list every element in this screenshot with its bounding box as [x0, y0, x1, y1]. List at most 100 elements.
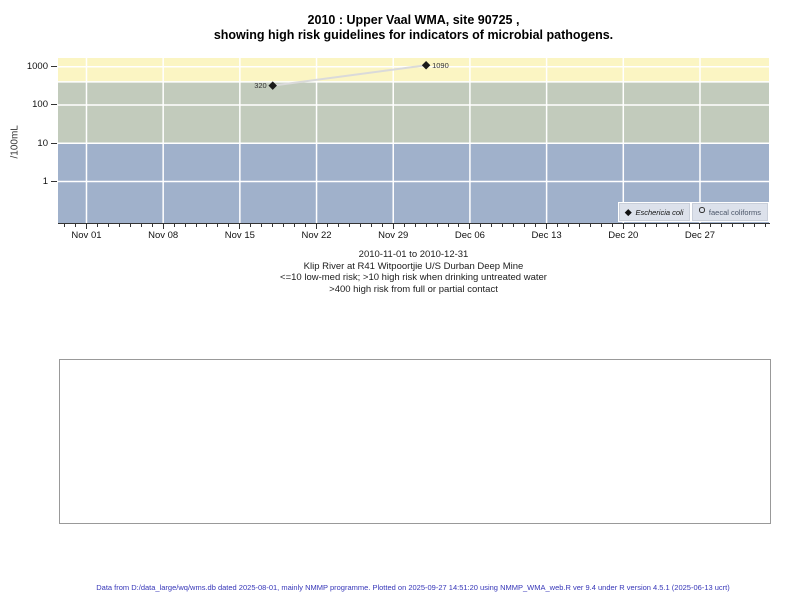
series-line	[272, 64, 427, 87]
x-major-tick	[85, 224, 87, 229]
x-axis-line	[58, 223, 770, 224]
x-minor-tick	[184, 224, 186, 227]
x-minor-tick	[250, 224, 252, 227]
x-minor-tick	[666, 224, 668, 227]
x-minor-tick	[447, 224, 449, 227]
x-minor-tick	[480, 224, 482, 227]
x-minor-tick	[600, 224, 602, 227]
x-tick-label: Dec 20	[608, 230, 639, 241]
x-tick-label: Dec 27	[684, 230, 716, 241]
risk-band	[58, 81, 769, 144]
x-minor-tick	[75, 224, 77, 227]
plot-area: 320 1090 Eschericia coli faecal coliforms	[58, 58, 769, 223]
y-tick-label: 1	[42, 175, 48, 187]
x-minor-tick	[633, 224, 635, 227]
caption-date-range: 2010-11-01 to 2010-12-31	[358, 249, 469, 260]
x-minor-tick	[118, 224, 120, 227]
x-minor-tick	[129, 224, 131, 227]
x-minor-tick	[403, 224, 405, 227]
data-point-label: 320	[254, 81, 267, 90]
x-minor-tick	[557, 224, 559, 227]
x-minor-tick	[524, 224, 526, 227]
x-minor-tick	[370, 224, 372, 227]
x-minor-tick	[491, 224, 493, 227]
chart-caption: 2010-11-01 to 2010-12-31 Klip River at R…	[58, 249, 769, 295]
y-tick-label: 100	[32, 99, 48, 111]
footer-note: Data from D:/data_large/wq/wms.db dated …	[96, 583, 730, 592]
x-minor-tick	[732, 224, 734, 227]
x-minor-tick	[348, 224, 350, 227]
x-minor-tick	[765, 224, 767, 227]
x-tick-label: Nov 01	[71, 230, 102, 241]
legend: Eschericia coli faecal coliforms	[617, 202, 769, 222]
x-minor-tick	[195, 224, 197, 227]
x-minor-tick	[502, 224, 504, 227]
x-minor-tick	[721, 224, 723, 227]
data-point-label: 1090	[432, 61, 449, 70]
caption-site-name: Klip River at R41 Witpoortjie U/S Durban…	[303, 260, 524, 272]
x-minor-tick	[710, 224, 712, 227]
x-minor-tick	[173, 224, 175, 227]
x-minor-tick	[436, 224, 438, 227]
x-minor-tick	[688, 224, 690, 227]
x-minor-tick	[589, 224, 591, 227]
x-minor-tick	[644, 224, 646, 227]
x-minor-tick	[754, 224, 756, 227]
x-minor-tick	[261, 224, 263, 227]
legend-item-ecoli: Eschericia coli	[618, 203, 691, 221]
x-minor-tick	[206, 224, 208, 227]
x-tick-label: Nov 22	[301, 230, 332, 241]
x-minor-tick	[513, 224, 515, 227]
x-minor-tick	[677, 224, 679, 227]
x-minor-tick	[107, 224, 109, 227]
x-minor-tick	[611, 224, 613, 227]
y-tick	[51, 180, 57, 182]
y-tick-label: 10	[37, 137, 48, 149]
x-minor-tick	[151, 224, 153, 227]
x-minor-tick	[425, 224, 427, 227]
y-tick	[51, 66, 57, 68]
y-tick	[51, 142, 57, 144]
x-major-tick	[162, 224, 164, 229]
x-minor-tick	[359, 224, 361, 227]
x-major-tick	[392, 224, 394, 229]
x-minor-tick	[327, 224, 328, 227]
data-point-diamond	[421, 61, 431, 70]
x-minor-tick	[140, 224, 142, 227]
open-circle-icon	[699, 207, 705, 213]
x-minor-tick	[96, 224, 98, 227]
x-minor-tick	[228, 224, 230, 227]
x-major-tick	[699, 224, 701, 229]
x-tick-label: Dec 06	[454, 230, 485, 241]
x-major-tick	[239, 224, 241, 229]
x-minor-tick	[294, 224, 296, 227]
x-minor-tick	[64, 224, 66, 227]
x-tick-label: Nov 29	[378, 230, 409, 241]
risk-band	[58, 58, 769, 82]
x-minor-tick	[305, 224, 307, 227]
y-tick	[51, 104, 57, 106]
chart-title-line2: showing high risk guidelines for indicat…	[213, 28, 614, 42]
x-minor-tick	[381, 224, 383, 227]
legend-item-faecal-coliforms: faecal coliforms	[692, 203, 768, 221]
x-minor-tick	[217, 224, 219, 227]
x-tick-label: Dec 13	[531, 230, 562, 241]
x-minor-tick	[535, 224, 537, 227]
x-major-tick	[622, 224, 624, 229]
y-tick-label: 1000	[26, 61, 48, 73]
x-minor-tick	[568, 224, 570, 227]
x-minor-tick	[414, 224, 416, 227]
x-major-tick	[546, 224, 548, 229]
chart-title-line1: 2010 : Upper Vaal WMA, site 90725 ,	[307, 13, 520, 27]
x-minor-tick	[578, 224, 580, 227]
plot-canvas: 320 1090	[58, 58, 769, 223]
legend-label-faecal-coliforms: faecal coliforms	[708, 207, 761, 217]
x-tick-label: Nov 08	[148, 230, 179, 241]
x-minor-tick	[655, 224, 657, 227]
legend-label-ecoli: Eschericia coli	[635, 207, 684, 217]
x-minor-tick	[337, 224, 339, 227]
filled-diamond-icon	[625, 208, 632, 216]
x-minor-tick	[283, 224, 285, 227]
caption-risk-note-2: >400 high risk from full or partial cont…	[329, 283, 498, 295]
